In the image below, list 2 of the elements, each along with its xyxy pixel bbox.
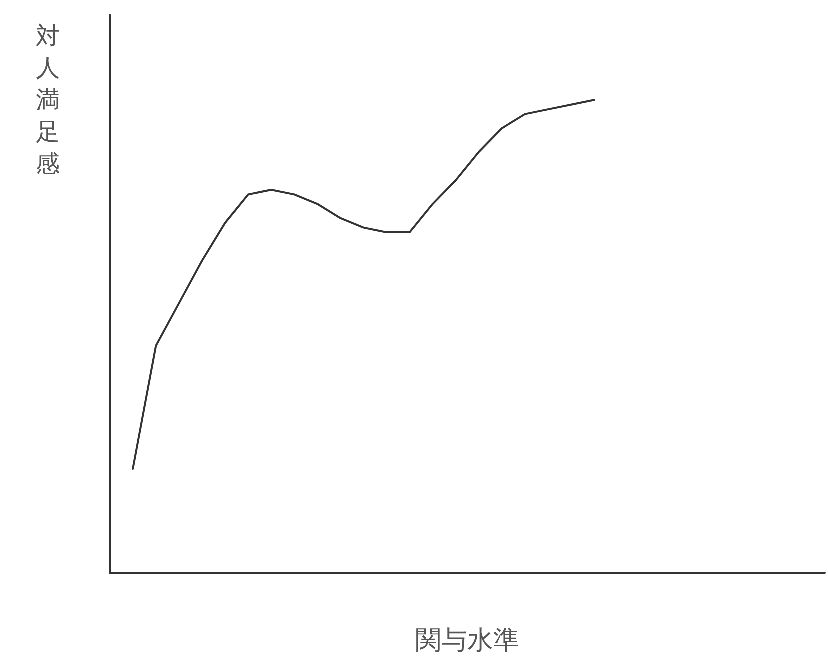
y-axis-title: 対人満足感 [36, 22, 60, 178]
x-axis-title: 関与水準 [416, 626, 520, 656]
